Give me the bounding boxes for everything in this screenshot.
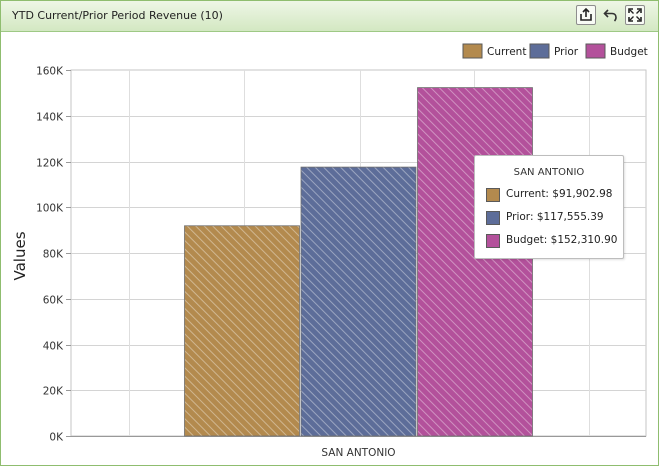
- tooltip: SAN ANTONIO Current: $91,902.98 Prior: $…: [474, 155, 624, 259]
- legend-item-current[interactable]: Current: [462, 43, 526, 59]
- legend-swatch: [462, 43, 483, 59]
- y-tick-label: 100K: [36, 203, 64, 215]
- legend-swatch: [585, 43, 606, 59]
- tooltip-swatch: [486, 188, 500, 202]
- legend-item-prior[interactable]: Prior: [529, 43, 579, 59]
- export-button[interactable]: [576, 5, 596, 25]
- tooltip-text: Budget: $152,310.90: [506, 234, 618, 246]
- bar-budget[interactable]: [417, 87, 533, 437]
- tooltip-text: Current: $91,902.98: [506, 188, 613, 200]
- undo-icon: [603, 7, 619, 23]
- y-tick-label: 120K: [36, 158, 64, 170]
- y-tick-label: 40K: [43, 341, 64, 353]
- legend-item-budget[interactable]: Budget: [585, 43, 648, 59]
- y-tick-label: 0K: [49, 432, 64, 444]
- bar-prior[interactable]: [300, 166, 417, 437]
- axes: 0K 20K 40K 60K 80K 100K 120K 140K 160K SAN ANTONI…: [36, 66, 646, 459]
- panel-header: YTD Current/Prior Period Revenue (10): [1, 1, 658, 32]
- tooltip-text: Prior: $117,555.39: [506, 211, 604, 223]
- y-tick-label: 160K: [36, 66, 64, 78]
- y-tick-label: 60K: [43, 295, 64, 307]
- legend-label: Current: [487, 46, 526, 58]
- fullscreen-icon: [628, 8, 642, 22]
- x-tick-label: SAN ANTONIO: [321, 447, 395, 459]
- y-tick-label: 140K: [36, 112, 64, 124]
- bar-current[interactable]: [184, 225, 300, 437]
- panel-title: YTD Current/Prior Period Revenue (10): [12, 9, 223, 22]
- tooltip-title: SAN ANTONIO: [513, 167, 585, 178]
- y-tick-label: 80K: [43, 249, 64, 261]
- legend: Current Prior Budget: [462, 43, 648, 59]
- legend-swatch: [529, 43, 550, 59]
- fullscreen-button[interactable]: [625, 5, 645, 25]
- export-icon: [579, 8, 593, 22]
- bars: [184, 87, 533, 437]
- legend-label: Budget: [610, 46, 648, 58]
- y-tick-label: 20K: [43, 386, 64, 398]
- legend-label: Prior: [554, 46, 579, 58]
- y-axis-title: Values: [11, 231, 29, 280]
- undo-button[interactable]: [601, 5, 621, 25]
- tooltip-swatch: [486, 211, 500, 225]
- tooltip-swatch: [486, 234, 500, 248]
